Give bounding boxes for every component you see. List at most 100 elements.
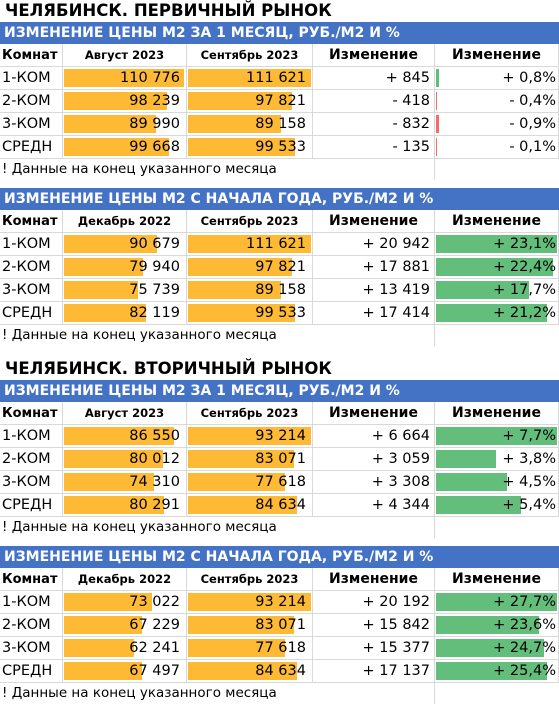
price-end-cell: 77 618 <box>187 471 313 494</box>
price-value: 77 618 <box>255 640 306 656</box>
table-header-row: Комнат Декабрь 2022 Сентябрь 2023 Изменение… <box>0 568 559 591</box>
delta-pct-value: + 3,8% <box>502 451 556 467</box>
price-data-bar <box>188 639 285 657</box>
delta-pct-cell: - 0,9% <box>435 113 559 136</box>
price-end-cell: 83 071 <box>187 614 313 637</box>
percent-data-bar <box>436 69 439 87</box>
table-row: 3-КОМ 75 739 89 158 + 13 419 + 17,7% <box>0 279 559 302</box>
price-end-cell: 77 618 <box>187 637 313 660</box>
delta-rub-cell: - 832 <box>313 113 435 136</box>
price-value: 99 533 <box>255 139 306 155</box>
price-start-cell: 90 679 <box>63 233 187 256</box>
room-type-cell: 3-КОМ <box>0 471 63 494</box>
percent-data-bar <box>436 616 539 634</box>
price-value: 89 158 <box>255 282 306 298</box>
price-end-cell: 111 621 <box>187 233 313 256</box>
delta-rub-value: + 17 881 <box>362 259 431 275</box>
table-row: 3-КОМ 74 310 77 618 + 3 308 + 4,5% <box>0 471 559 494</box>
delta-rub-cell: + 15 377 <box>313 637 435 660</box>
price-value: 79 940 <box>129 259 180 275</box>
percent-data-bar <box>436 593 557 611</box>
delta-rub-cell: + 13 419 <box>313 279 435 302</box>
table-row: 1-КОМ 86 550 93 214 + 6 664 + 7,7% <box>0 425 559 448</box>
room-type-cell: СРЕДН <box>0 494 63 517</box>
footnote: ! Данные на конец указанного месяца <box>0 517 435 538</box>
delta-rub-value: - 418 <box>392 93 430 109</box>
price-data-bar <box>188 115 281 133</box>
price-value: 83 071 <box>255 451 306 467</box>
room-type-cell: СРЕДН <box>0 136 63 159</box>
delta-pct-value: + 7,7% <box>502 428 556 444</box>
price-start-cell: 75 739 <box>63 279 187 302</box>
price-value: 97 821 <box>255 259 306 275</box>
price-value: 99 533 <box>255 305 306 321</box>
price-start-cell: 82 119 <box>63 302 187 325</box>
price-data-bar <box>64 593 152 611</box>
column-header: Изменение <box>313 44 435 67</box>
column-header: Декабрь 2022 <box>63 568 187 591</box>
delta-rub-value: + 15 842 <box>362 617 431 633</box>
column-header: Изменение <box>435 402 559 425</box>
delta-pct-value: - 0,1% <box>509 139 556 155</box>
delta-pct-value: + 21,2% <box>493 305 556 321</box>
percent-data-bar <box>436 496 521 514</box>
price-value: 77 618 <box>255 474 306 490</box>
delta-rub-cell: + 15 842 <box>313 614 435 637</box>
column-header: Комнат <box>0 210 63 233</box>
delta-rub-cell: + 20 192 <box>313 591 435 614</box>
price-value: 111 621 <box>246 236 306 252</box>
price-end-cell: 93 214 <box>187 425 313 448</box>
delta-pct-value: + 24,7% <box>493 640 556 656</box>
price-value: 89 990 <box>129 116 180 132</box>
table-row: 1-КОМ 73 022 93 214 + 20 192 + 27,7% <box>0 591 559 614</box>
price-value: 74 310 <box>129 474 180 490</box>
delta-rub-cell: + 17 881 <box>313 256 435 279</box>
delta-pct-value: + 23,1% <box>493 236 556 252</box>
delta-rub-cell: + 4 344 <box>313 494 435 517</box>
column-header: Изменение <box>435 210 559 233</box>
table-row: 3-КОМ 89 990 89 158 - 832 - 0,9% <box>0 113 559 136</box>
price-data-bar <box>64 258 143 276</box>
room-type-cell: 1-КОМ <box>0 591 63 614</box>
table-banner: ИЗМЕНЕНИЕ ЦЕНЫ М2 С НАЧАЛА ГОДА, РУБ./М2… <box>0 188 559 210</box>
price-value: 67 497 <box>129 663 180 679</box>
delta-rub-value: + 13 419 <box>362 282 431 298</box>
price-value: 93 214 <box>255 428 306 444</box>
percent-data-bar <box>436 304 547 322</box>
table-row: 1-КОМ 90 679 111 621 + 20 942 + 23,1% <box>0 233 559 256</box>
price-value: 99 668 <box>129 139 180 155</box>
price-end-cell: 89 158 <box>187 113 313 136</box>
price-value: 86 550 <box>129 428 180 444</box>
price-data-bar <box>188 258 292 276</box>
price-value: 84 634 <box>255 663 306 679</box>
column-header: Декабрь 2022 <box>63 210 187 233</box>
delta-rub-value: + 15 377 <box>362 640 431 656</box>
percent-data-bar <box>436 281 529 299</box>
price-value: 93 214 <box>255 594 306 610</box>
price-data-bar <box>188 662 297 680</box>
percent-data-bar <box>436 662 547 680</box>
delta-rub-cell: + 845 <box>313 67 435 90</box>
room-type-cell: 2-КОМ <box>0 256 63 279</box>
price-data-bar <box>188 616 294 634</box>
price-end-cell: 84 634 <box>187 494 313 517</box>
room-type-cell: СРЕДН <box>0 302 63 325</box>
delta-pct-cell: + 7,7% <box>435 425 559 448</box>
delta-pct-value: + 17,7% <box>493 282 556 298</box>
delta-rub-cell: + 3 059 <box>313 448 435 471</box>
delta-pct-cell: + 24,7% <box>435 637 559 660</box>
price-data-bar <box>188 450 294 468</box>
delta-rub-cell: + 17 414 <box>313 302 435 325</box>
delta-pct-cell: + 25,4% <box>435 660 559 683</box>
price-end-cell: 93 214 <box>187 591 313 614</box>
price-data-bar <box>64 69 184 87</box>
price-value: 80 012 <box>129 451 180 467</box>
delta-rub-cell: + 20 942 <box>313 233 435 256</box>
table-banner: ИЗМЕНЕНИЕ ЦЕНЫ М2 С НАЧАЛА ГОДА, РУБ./М2… <box>0 546 559 568</box>
price-data-bar <box>188 92 292 110</box>
price-data-bar <box>188 235 311 253</box>
price-start-cell: 74 310 <box>63 471 187 494</box>
column-header: Август 2023 <box>63 44 187 67</box>
column-header: Изменение <box>313 568 435 591</box>
price-data-bar <box>188 281 281 299</box>
